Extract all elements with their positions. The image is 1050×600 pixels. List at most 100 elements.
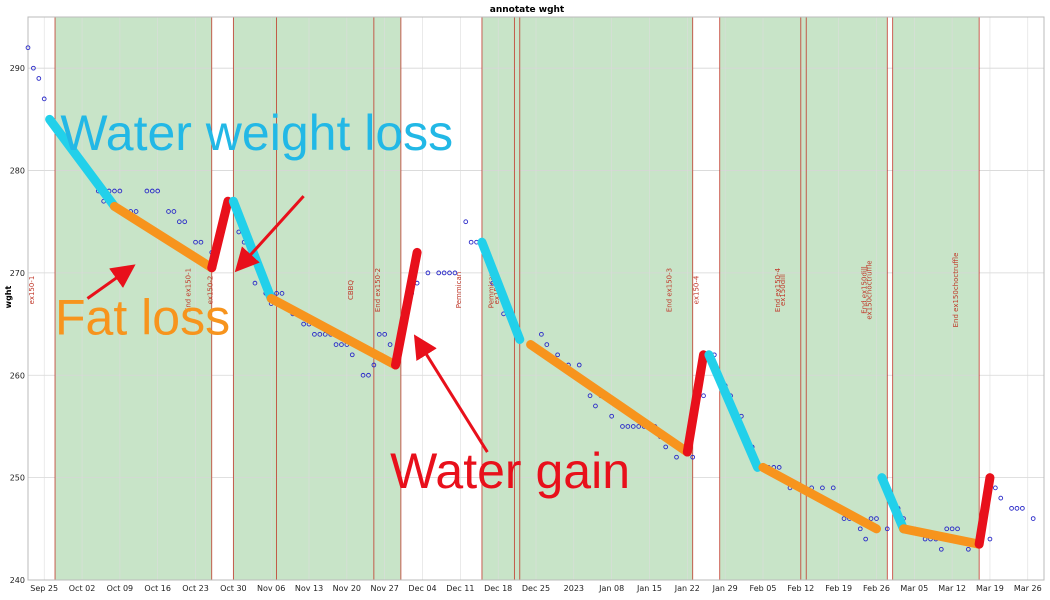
x-tick-label: Dec 11 bbox=[446, 584, 474, 593]
data-point bbox=[36, 76, 42, 81]
x-tick-label: Mar 12 bbox=[938, 584, 966, 593]
event-label: End ex150-4 bbox=[774, 267, 782, 312]
event-label: End ex150-1 bbox=[185, 268, 193, 312]
data-point bbox=[312, 331, 317, 337]
x-tick-label: Oct 23 bbox=[182, 584, 209, 593]
data-point bbox=[1009, 505, 1014, 511]
x-tick-label: Jan 29 bbox=[712, 584, 738, 593]
shaded-period bbox=[892, 17, 980, 580]
chart-title: annotate wght bbox=[490, 5, 565, 15]
data-point bbox=[776, 465, 782, 470]
x-tick-label: Oct 09 bbox=[107, 584, 134, 593]
x-tick-label: Sep 25 bbox=[30, 584, 58, 593]
x-tick-label: Nov 20 bbox=[333, 584, 361, 593]
data-point bbox=[371, 362, 377, 368]
trend-segment-fat-loss bbox=[109, 201, 217, 273]
data-point bbox=[425, 270, 431, 276]
x-tick-label: Mar 19 bbox=[976, 584, 1004, 593]
x-tick-label: Dec 25 bbox=[522, 584, 550, 593]
data-point bbox=[576, 362, 582, 368]
data-point bbox=[452, 270, 458, 276]
y-tick-label: 280 bbox=[10, 167, 25, 176]
data-point bbox=[593, 403, 598, 409]
y-tick-label: 240 bbox=[10, 576, 25, 585]
data-point bbox=[993, 485, 998, 491]
data-point bbox=[1030, 516, 1036, 521]
data-point bbox=[539, 331, 544, 337]
data-point bbox=[841, 516, 847, 521]
shaded-periods bbox=[55, 17, 980, 580]
y-tick-label: 290 bbox=[10, 64, 25, 73]
data-point bbox=[609, 413, 615, 419]
data-point bbox=[1020, 505, 1025, 511]
data-point bbox=[279, 291, 285, 296]
data-point bbox=[144, 188, 150, 194]
event-label: End ex150choctruffle bbox=[952, 253, 960, 328]
event-label: End ex150-2 bbox=[374, 268, 382, 312]
data-point bbox=[360, 372, 366, 378]
data-point bbox=[112, 188, 117, 194]
x-tick-label: Dec 18 bbox=[484, 584, 512, 593]
x-tick-label: Jan 22 bbox=[674, 584, 700, 593]
annotation-label: Water weight loss bbox=[60, 105, 453, 161]
data-point bbox=[630, 424, 636, 429]
trend-segment-water-loss bbox=[704, 350, 763, 472]
data-point bbox=[555, 352, 560, 358]
x-tick-label: Feb 12 bbox=[787, 584, 814, 593]
annotation-label: Water gain bbox=[390, 443, 630, 499]
data-point bbox=[636, 424, 642, 429]
x-tick-label: Feb 26 bbox=[863, 584, 890, 593]
data-point bbox=[133, 209, 139, 214]
x-tick-label: Jan 15 bbox=[636, 584, 662, 593]
event-label: ex150-4 bbox=[693, 275, 701, 304]
data-point bbox=[176, 219, 182, 225]
data-point bbox=[965, 546, 971, 552]
x-tick-label: Oct 30 bbox=[220, 584, 247, 593]
data-point bbox=[949, 526, 955, 532]
x-tick-label: Nov 27 bbox=[371, 584, 399, 593]
data-point bbox=[301, 321, 306, 327]
event-label: ex150-2 bbox=[206, 276, 214, 305]
y-tick-label: 270 bbox=[10, 269, 25, 278]
trend-segment-water-gain bbox=[390, 247, 422, 370]
data-point bbox=[171, 209, 177, 214]
event-label: ex150-1 bbox=[28, 276, 36, 305]
x-tick-label: 2023 bbox=[564, 584, 584, 593]
data-point bbox=[820, 485, 825, 491]
y-tick-label: 250 bbox=[10, 474, 25, 483]
annotation-arrow bbox=[86, 264, 136, 300]
trend-segment-water-loss bbox=[477, 237, 525, 344]
trend-segment-fat-loss bbox=[266, 294, 400, 370]
x-tick-label: Feb 19 bbox=[825, 584, 852, 593]
data-point bbox=[701, 393, 706, 399]
data-point bbox=[382, 331, 388, 337]
data-point bbox=[198, 239, 204, 245]
data-point bbox=[955, 526, 960, 532]
data-point bbox=[155, 188, 161, 194]
x-tick-label: Dec 04 bbox=[408, 584, 436, 593]
trend-segment-water-gain bbox=[682, 350, 709, 457]
data-point bbox=[998, 495, 1004, 501]
x-tick-label: Nov 06 bbox=[257, 584, 285, 593]
shaded-period bbox=[233, 17, 401, 580]
event-label: ex150dill bbox=[779, 274, 787, 306]
x-tick-label: Mar 05 bbox=[900, 584, 928, 593]
data-point bbox=[25, 45, 31, 51]
data-point bbox=[674, 454, 679, 460]
data-point bbox=[31, 65, 36, 71]
x-tick-label: Jan 08 bbox=[598, 584, 624, 593]
data-point bbox=[252, 280, 258, 286]
data-point bbox=[441, 270, 447, 276]
y-tick-label: 260 bbox=[10, 371, 25, 380]
data-point bbox=[463, 219, 469, 225]
shaded-period bbox=[481, 17, 693, 580]
data-point bbox=[166, 209, 171, 214]
trend-segment-water-loss bbox=[45, 114, 119, 211]
trend-segment-water-gain bbox=[974, 473, 995, 549]
data-point bbox=[987, 536, 993, 542]
data-point bbox=[317, 331, 323, 337]
data-point bbox=[690, 454, 696, 460]
data-point bbox=[376, 331, 382, 337]
data-point bbox=[387, 342, 393, 347]
data-point bbox=[193, 239, 198, 245]
